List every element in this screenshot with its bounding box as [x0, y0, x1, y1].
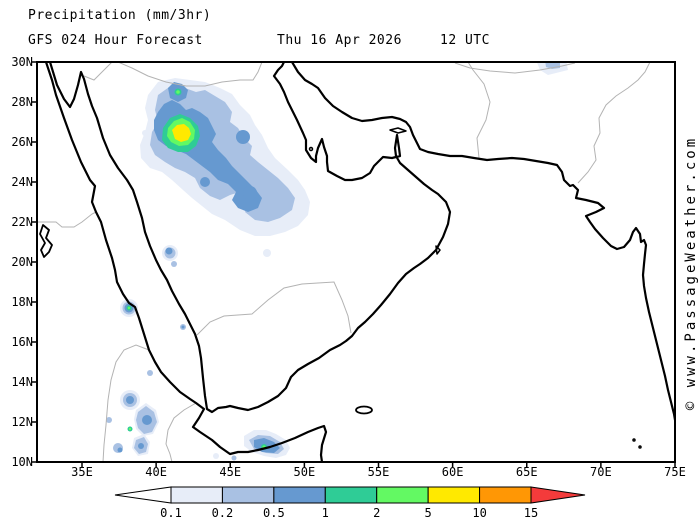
lat-label: 26N: [11, 135, 33, 149]
legend-cell: [324, 486, 378, 504]
legend-cell: [170, 486, 223, 504]
coast-iran-india: [291, 63, 674, 421]
axis-ticks: [32, 61, 676, 467]
lon-label: 40E: [145, 465, 167, 479]
island-bahrain: [308, 146, 314, 152]
legend-label: 15: [524, 506, 538, 520]
legend-label: 0.1: [160, 506, 182, 520]
lat-label: 10N: [11, 455, 33, 469]
border-iran-pakistan: [468, 63, 491, 159]
lon-label: 75E: [664, 465, 686, 479]
border-iran-afghanistan: [454, 63, 576, 74]
legend-label: 0.2: [212, 506, 234, 520]
lat-label: 16N: [11, 335, 33, 349]
border-djibouti: [165, 402, 197, 461]
lat-label: 22N: [11, 215, 33, 229]
country-borders: [38, 63, 651, 461]
coastlines: [39, 63, 674, 461]
legend-label: 2: [373, 506, 380, 520]
legend-cell: [376, 486, 429, 504]
model-run-label: GFS 024 Hour Forecast: [28, 33, 203, 48]
lat-label: 18N: [11, 295, 33, 309]
precipitation-legend: 0.1 0.2 0.5 1 2 5 10 15: [105, 485, 605, 525]
lon-label: 35E: [71, 465, 93, 479]
border-egypt-sudan: [38, 211, 97, 228]
legend-label: 0.5: [263, 506, 285, 520]
border-jordan-saudi: [83, 63, 112, 81]
legend-label: 10: [472, 506, 486, 520]
legend-cell: [221, 486, 275, 504]
island-masirah: [435, 245, 441, 255]
border-saudi-yemen: [196, 281, 352, 336]
lon-label: 55E: [367, 465, 390, 479]
lon-label: 45E: [219, 465, 242, 479]
legend-cell: [479, 486, 532, 504]
legend-cell: [273, 486, 326, 504]
lat-label: 14N: [11, 375, 33, 389]
border-iraq-saudi: [119, 63, 263, 87]
lon-label: 65E: [515, 465, 538, 479]
island-socotra: [355, 405, 373, 415]
lon-label: 50E: [293, 465, 316, 479]
precipitation-layer: [106, 63, 568, 461]
island-dot-2: [638, 445, 642, 449]
border-sudan-eritrea: [102, 344, 150, 461]
island-qeshm: [389, 127, 407, 134]
product-title: Precipitation (mm/3hr): [28, 8, 212, 23]
valid-date-label: Thu 16 Apr 2026: [277, 33, 402, 48]
legend-above-arrow: [530, 486, 586, 504]
legend-below-arrow: [114, 486, 172, 504]
legend-label: 1: [322, 506, 329, 520]
lat-label: 12N: [11, 415, 33, 429]
island-dot-1: [632, 438, 636, 442]
lon-label: 60E: [441, 465, 464, 479]
valid-time-label: 12 UTC: [440, 33, 490, 48]
lat-label: 24N: [11, 175, 33, 189]
legend-label: 5: [425, 506, 432, 520]
coast-arabia: [49, 63, 452, 414]
lat-label: 20N: [11, 255, 33, 269]
lat-label: 28N: [11, 95, 33, 109]
lake-nasser: [39, 224, 53, 258]
border-pakistan-india: [577, 63, 651, 184]
legend-cell: [427, 486, 481, 504]
coast-africa-redsea: [45, 63, 328, 461]
lat-label: 30N: [11, 55, 33, 69]
lon-label: 70E: [590, 465, 612, 479]
